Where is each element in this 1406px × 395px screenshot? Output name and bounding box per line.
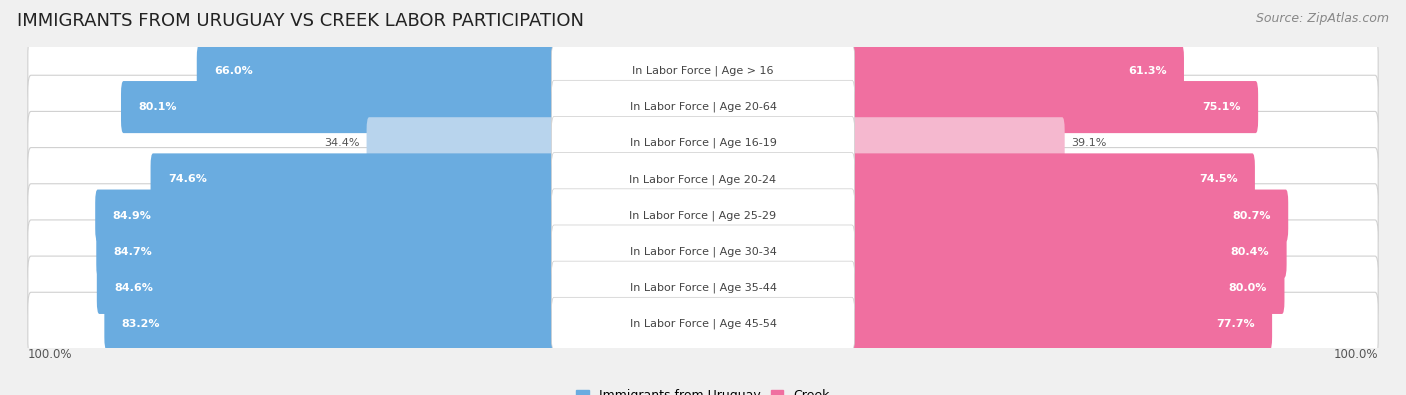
Text: In Labor Force | Age 30-34: In Labor Force | Age 30-34	[630, 246, 776, 257]
FancyBboxPatch shape	[852, 153, 1256, 205]
Text: 80.4%: 80.4%	[1230, 247, 1270, 257]
Text: 39.1%: 39.1%	[1071, 138, 1107, 148]
FancyBboxPatch shape	[96, 226, 554, 278]
Text: 74.6%: 74.6%	[167, 175, 207, 184]
FancyBboxPatch shape	[104, 298, 554, 350]
FancyBboxPatch shape	[367, 117, 554, 169]
FancyBboxPatch shape	[551, 80, 855, 134]
Text: In Labor Force | Age 25-29: In Labor Force | Age 25-29	[630, 210, 776, 221]
FancyBboxPatch shape	[551, 44, 855, 98]
FancyBboxPatch shape	[197, 45, 554, 97]
Text: 80.7%: 80.7%	[1233, 211, 1271, 220]
Text: 75.1%: 75.1%	[1202, 102, 1241, 112]
Text: In Labor Force | Age 35-44: In Labor Force | Age 35-44	[630, 283, 776, 293]
Text: 80.1%: 80.1%	[138, 102, 177, 112]
FancyBboxPatch shape	[551, 225, 855, 278]
Text: 61.3%: 61.3%	[1128, 66, 1167, 76]
Legend: Immigrants from Uruguay, Creek: Immigrants from Uruguay, Creek	[571, 384, 835, 395]
FancyBboxPatch shape	[28, 39, 1378, 103]
FancyBboxPatch shape	[551, 189, 855, 243]
FancyBboxPatch shape	[28, 292, 1378, 356]
FancyBboxPatch shape	[28, 256, 1378, 320]
Text: 74.5%: 74.5%	[1199, 175, 1237, 184]
FancyBboxPatch shape	[28, 111, 1378, 175]
Text: 100.0%: 100.0%	[28, 348, 72, 361]
FancyBboxPatch shape	[551, 152, 855, 206]
FancyBboxPatch shape	[97, 262, 554, 314]
Text: 77.7%: 77.7%	[1216, 319, 1256, 329]
Text: 84.9%: 84.9%	[112, 211, 152, 220]
FancyBboxPatch shape	[28, 220, 1378, 284]
Text: 34.4%: 34.4%	[325, 138, 360, 148]
Text: In Labor Force | Age 45-54: In Labor Force | Age 45-54	[630, 319, 776, 329]
Text: IMMIGRANTS FROM URUGUAY VS CREEK LABOR PARTICIPATION: IMMIGRANTS FROM URUGUAY VS CREEK LABOR P…	[17, 12, 583, 30]
FancyBboxPatch shape	[852, 298, 1272, 350]
FancyBboxPatch shape	[852, 190, 1288, 242]
FancyBboxPatch shape	[551, 261, 855, 315]
Text: Source: ZipAtlas.com: Source: ZipAtlas.com	[1256, 12, 1389, 25]
FancyBboxPatch shape	[852, 45, 1184, 97]
Text: 83.2%: 83.2%	[121, 319, 160, 329]
Text: 84.7%: 84.7%	[114, 247, 152, 257]
FancyBboxPatch shape	[852, 226, 1286, 278]
FancyBboxPatch shape	[28, 148, 1378, 211]
FancyBboxPatch shape	[28, 75, 1378, 139]
Text: 84.6%: 84.6%	[114, 283, 153, 293]
FancyBboxPatch shape	[150, 153, 554, 205]
Text: In Labor Force | Age 20-24: In Labor Force | Age 20-24	[630, 174, 776, 185]
Text: In Labor Force | Age 20-64: In Labor Force | Age 20-64	[630, 102, 776, 112]
Text: 100.0%: 100.0%	[1334, 348, 1378, 361]
FancyBboxPatch shape	[96, 190, 554, 242]
Text: 80.0%: 80.0%	[1229, 283, 1267, 293]
FancyBboxPatch shape	[28, 184, 1378, 247]
FancyBboxPatch shape	[852, 81, 1258, 133]
Text: In Labor Force | Age 16-19: In Labor Force | Age 16-19	[630, 138, 776, 149]
FancyBboxPatch shape	[551, 297, 855, 351]
FancyBboxPatch shape	[551, 117, 855, 170]
FancyBboxPatch shape	[121, 81, 554, 133]
FancyBboxPatch shape	[852, 117, 1064, 169]
Text: In Labor Force | Age > 16: In Labor Force | Age > 16	[633, 66, 773, 76]
FancyBboxPatch shape	[852, 262, 1285, 314]
Text: 66.0%: 66.0%	[214, 66, 253, 76]
